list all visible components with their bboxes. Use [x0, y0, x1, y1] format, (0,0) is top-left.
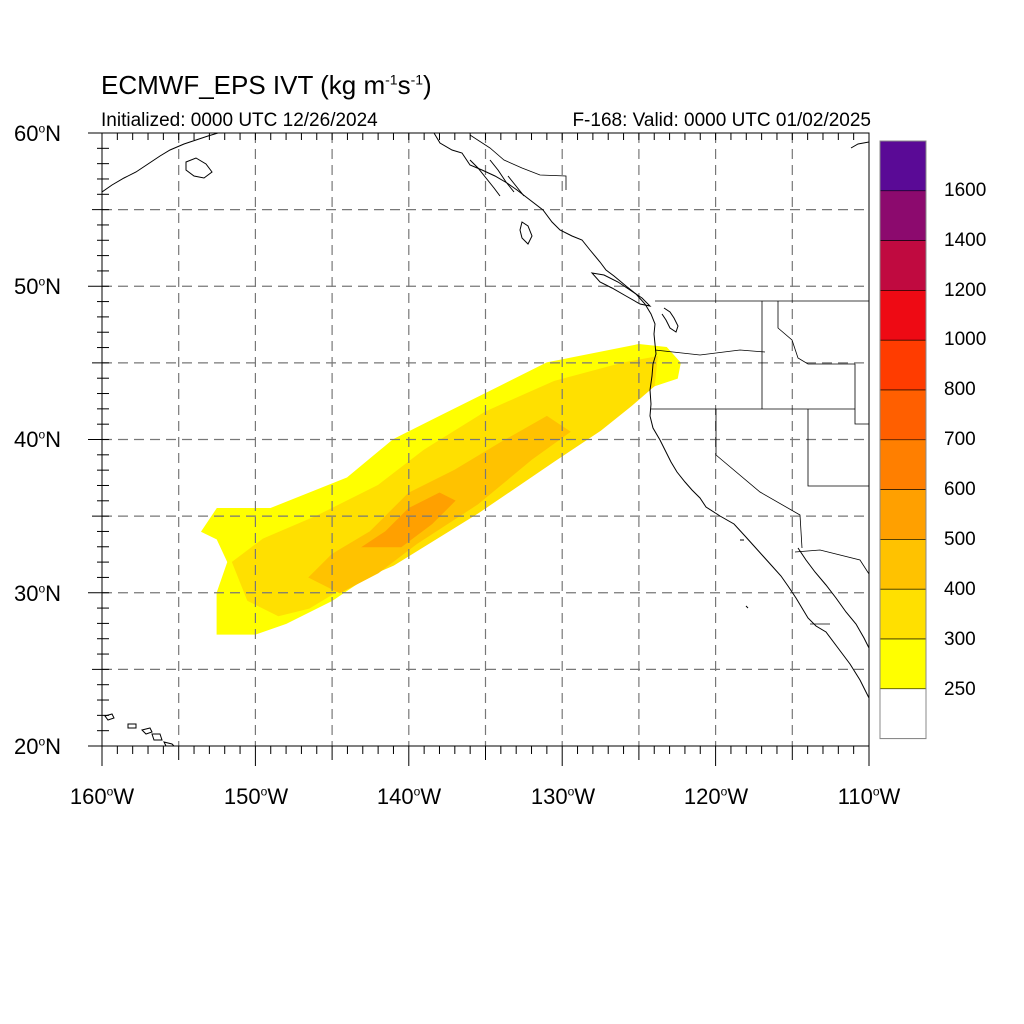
hudson-bay-coast [850, 141, 869, 149]
lon-label-150w: 150oW [223, 784, 289, 809]
colorbar-swatch [879, 539, 927, 590]
wa-or-border [654, 349, 766, 356]
colorbar-label-700: 700 [944, 429, 976, 450]
colorbar-label-300: 300 [944, 629, 976, 650]
colorbar-swatch [879, 290, 927, 341]
colorbar-swatch [879, 339, 927, 391]
lat-label-40n: 40oN [14, 427, 62, 452]
axis-ticks [88, 132, 870, 766]
coastlines [102, 133, 869, 746]
initialized-time: Initialized: 0000 UTC 12/26/2024 [101, 110, 378, 131]
map-title: ECMWF_EPS IVT (kg m-1s-1) [101, 70, 432, 101]
colorbar-label-1400: 1400 [944, 230, 987, 251]
colorbar-swatch [879, 389, 927, 441]
colorbar-label-1000: 1000 [944, 329, 987, 350]
valid-time: F-168: Valid: 0000 UTC 01/02/2025 [572, 110, 871, 131]
colorbar-swatch [879, 140, 927, 192]
colorbar-swatch [879, 688, 927, 739]
baja-gulf-coast [797, 547, 869, 649]
ivt-field-layer [200, 343, 681, 635]
colorbar-label-400: 400 [944, 579, 976, 600]
ca-nv-border [715, 409, 803, 549]
alaska-panhandle-islands [469, 159, 525, 197]
colorbar-swatch [879, 190, 927, 241]
channel-islands [740, 539, 749, 609]
title-close: ) [423, 70, 432, 100]
alaska-peninsula [102, 133, 219, 193]
colorbar-swatch [879, 489, 927, 540]
lon-label-140w: 140oW [376, 784, 442, 809]
lat-label-20n: 20oN [14, 734, 62, 759]
alaska-canada-border [469, 134, 567, 190]
colorbar-label-250: 250 [944, 679, 976, 700]
lon-label-110w: 110oW [837, 784, 901, 809]
title-text: ECMWF_EPS IVT (kg m [101, 70, 386, 100]
colorbar-label-500: 500 [944, 529, 976, 550]
idaho-montana-border [777, 301, 869, 425]
title-exponent-1: -1 [385, 71, 398, 88]
colorbar-swatch [879, 439, 927, 490]
colorbar-label-600: 600 [944, 479, 976, 500]
colorbar-label-1200: 1200 [944, 280, 987, 301]
kodiak-island [185, 157, 213, 179]
state-borders [469, 134, 869, 625]
haida-gwaii [519, 221, 533, 245]
title-text-s: s [397, 70, 411, 100]
lat-label-50n: 50oN [14, 274, 62, 299]
colorbar-label-800: 800 [944, 379, 976, 400]
lon-label-130w: 130oW [530, 784, 596, 809]
title-exponent-2: -1 [410, 71, 424, 88]
north-america-coastline [433, 133, 869, 699]
colorbar-swatch [879, 638, 927, 690]
hawaii-islands [104, 713, 175, 746]
lon-label-120w: 120oW [683, 784, 749, 809]
vancouver-island [590, 272, 652, 307]
colorbar [879, 140, 927, 740]
colorbar-swatch [879, 240, 927, 291]
colorbar-label-1600: 1600 [944, 180, 987, 201]
colorbar-swatch [879, 588, 927, 640]
puget-sound [661, 307, 679, 333]
grid-lines [102, 133, 869, 746]
colorbar-outline [879, 140, 927, 740]
nevada-utah-border [807, 409, 869, 487]
lon-label-160w: 160oW [69, 784, 135, 809]
lat-label-60n: 60oN [14, 121, 62, 146]
us-mexico-border [794, 549, 869, 575]
lat-label-30n: 30oN [14, 581, 62, 606]
